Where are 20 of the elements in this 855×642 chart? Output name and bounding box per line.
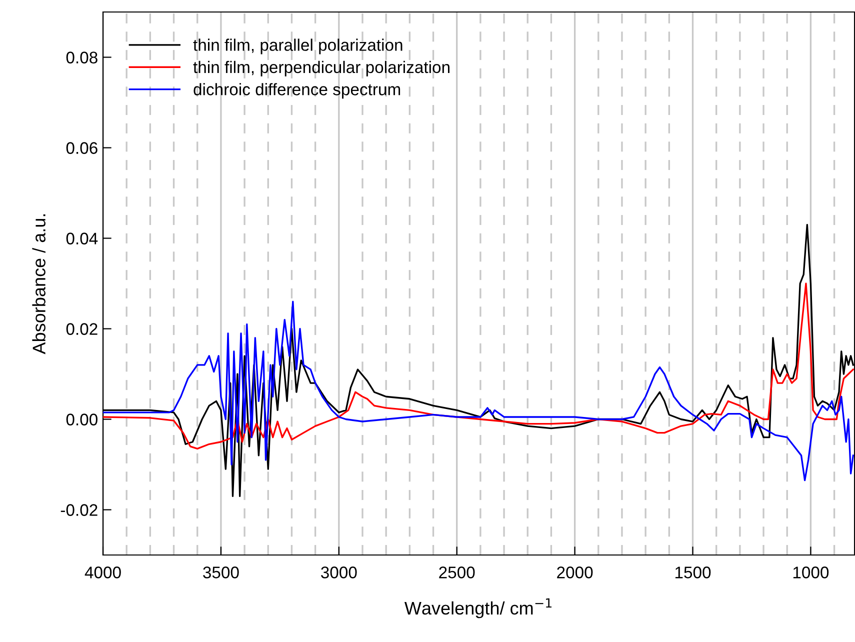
x-tick-label: 4000 [84,566,121,578]
y-tick-label: 0.06 [66,142,98,154]
y-tick-label: 0.02 [66,323,98,335]
x-tick-label: 1000 [793,566,829,578]
legend-label: thin film, perpendicular polarization [193,60,450,76]
y-tick-label: 0.04 [66,232,98,244]
y-tick-label: 0.00 [66,414,98,426]
legend-label: thin film, parallel polarization [193,38,402,54]
line-series [103,282,854,450]
legend-label: dichroic difference spectrum [194,83,400,99]
x-tick-label: 3500 [203,566,239,578]
x-tick-label: 3000 [320,566,357,578]
x-tick-label: 2500 [439,566,475,578]
x-axis-title: Wavelength/ cm$^{−1}$ [404,598,552,618]
y-tick-label: -0.02 [60,504,98,516]
y-tick-label: 0.08 [66,52,98,64]
x-tick-label: 1500 [675,566,711,578]
line-series [103,300,854,482]
x-tick-label: 2000 [557,566,593,578]
y-axis-title: Absorbance / a.u. [32,214,46,354]
